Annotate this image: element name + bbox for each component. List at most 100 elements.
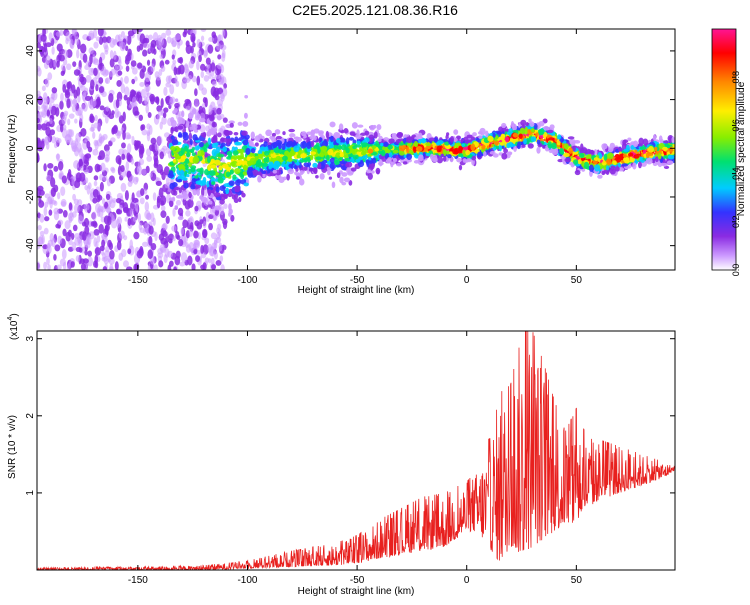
spectrogram-cell	[64, 220, 71, 230]
spectrogram-cell	[272, 169, 277, 174]
spectrogram-cell	[137, 62, 143, 69]
spectrogram-cell	[212, 128, 218, 133]
spectrogram-cell	[130, 90, 137, 96]
spectrogram-cell	[38, 235, 44, 246]
spectrogram-cell	[210, 164, 217, 169]
spectrogram-cell	[93, 57, 99, 64]
spectrogram-cell	[193, 239, 200, 246]
spectrogram-cell	[300, 170, 304, 176]
spectrogram-cell	[187, 112, 194, 120]
spectrogram-cell	[383, 137, 389, 141]
spectrogram-cell	[483, 151, 487, 157]
spectrogram-cell	[355, 158, 361, 163]
spectrogram-cell	[145, 104, 150, 114]
spectrogram-cell	[433, 137, 438, 143]
spectrogram-cell	[208, 128, 214, 134]
spectrogram-cell	[67, 212, 74, 222]
spectrogram-cell	[160, 98, 164, 108]
spectrogram-cell	[58, 173, 63, 180]
spectrogram-cell	[547, 129, 554, 134]
spectrogram-cell	[645, 152, 650, 159]
spectrogram-cell	[211, 149, 217, 157]
spectrogram-cell	[150, 63, 155, 73]
spectrogram-cell	[159, 54, 164, 60]
spectrogram-cell	[568, 147, 573, 154]
spectrogram-cell	[115, 197, 122, 204]
spectrogram-cell	[312, 135, 317, 141]
spectrogram-cell	[470, 143, 476, 151]
spectrogram-cell	[126, 266, 133, 270]
spectrogram-cell	[67, 118, 71, 126]
spectrogram-cell	[57, 161, 64, 171]
spectrogram-cell	[560, 151, 564, 155]
spectrogram-cell	[208, 258, 212, 264]
spectrogram-cell	[549, 124, 555, 130]
spectrogram-cell	[163, 254, 168, 264]
spectrogram-cell	[40, 140, 45, 150]
spectrogram-cell	[167, 264, 172, 270]
spectrogram-cell	[203, 49, 208, 58]
spectrogram-cell	[177, 215, 184, 221]
spectrogram-cell	[180, 227, 185, 236]
spectrogram-cell	[573, 140, 581, 144]
spectrogram-cell	[573, 159, 579, 165]
spectrogram-cell	[200, 29, 207, 32]
spectrogram-cell	[130, 60, 137, 67]
spectrogram-cell	[176, 194, 183, 199]
spectrogram-cell	[466, 134, 473, 139]
spectrogram-cell	[396, 132, 404, 137]
spectrogram-cell	[210, 257, 215, 265]
spectrogram-cell	[392, 158, 398, 163]
spectrogram-cell	[229, 169, 234, 175]
spectrogram-cell	[160, 200, 165, 207]
spectrogram-cell	[325, 130, 330, 139]
spectrogram-cell	[196, 168, 203, 173]
spectrogram-cell	[60, 64, 66, 72]
spectrogram-cell	[234, 185, 241, 193]
spectrogram-cell	[141, 124, 146, 131]
spectrogram-cell	[165, 29, 172, 36]
spectrogram-cell	[187, 198, 194, 208]
spectrogram-cell	[282, 155, 288, 161]
snr-xtick-label: 50	[571, 575, 583, 586]
spectrogram-cell	[240, 173, 245, 180]
spectrogram-cell	[323, 150, 327, 156]
spectrogram-cell	[639, 146, 647, 151]
spectrogram-cell	[165, 82, 172, 88]
spectrogram-cell	[127, 143, 132, 154]
spectrogram-cell	[59, 100, 64, 110]
spectrogram-cell	[169, 97, 174, 106]
spectrogram-cell	[148, 34, 153, 41]
colorbar-tick-label: 0.0	[731, 264, 741, 277]
spectrogram-cell	[120, 30, 125, 38]
spectrogram-cell	[303, 162, 310, 167]
spectrogram-cell	[543, 125, 550, 131]
spectrogram-cell	[105, 246, 110, 253]
spectrogram-cell	[53, 207, 60, 215]
spectrogram-cell	[170, 135, 175, 140]
spectrogram-cell	[261, 170, 267, 175]
spectrogram-cell	[153, 157, 159, 167]
spectrogram-cell	[82, 258, 89, 264]
spectrogram-cell	[43, 261, 48, 270]
spectrogram-cell	[518, 133, 523, 139]
spectrogram-cell	[156, 96, 160, 105]
spectrogram-cell	[137, 213, 142, 223]
spectrogram-cell	[51, 46, 55, 55]
spectrogram-cell	[213, 239, 218, 250]
spectrogram-cell	[341, 172, 348, 177]
spectrogram-marks	[37, 29, 675, 270]
spectrogram-cell	[90, 221, 95, 227]
spectrogram-ylabel: Frequency (Hz)	[7, 115, 18, 184]
spectrogram-cell	[47, 163, 54, 169]
spectrogram-cell	[44, 77, 50, 88]
spectrogram-cell	[156, 135, 163, 145]
spectrogram-cell	[223, 194, 228, 199]
spectrogram-cell	[182, 191, 187, 198]
spectrogram-cell	[653, 146, 658, 151]
spectrogram-cell	[104, 224, 110, 232]
spectrogram-cell	[373, 131, 378, 139]
spectrogram-cell	[215, 186, 220, 193]
spectrogram-cell	[202, 229, 207, 239]
spectrogram-cell	[456, 157, 462, 163]
